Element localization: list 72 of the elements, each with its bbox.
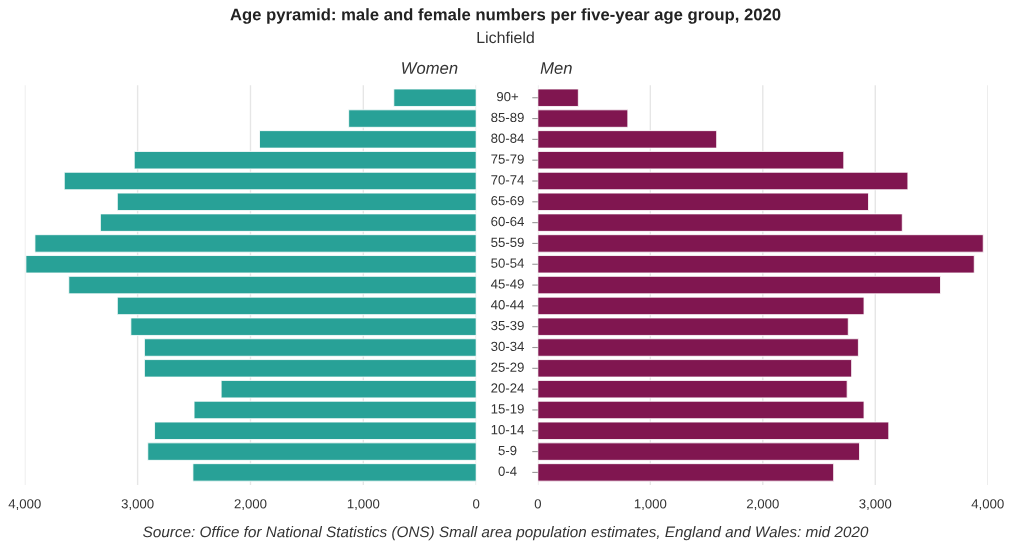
chart-subtitle: Lichfield (477, 31, 534, 44)
bar (133, 151, 477, 170)
bar (537, 171, 909, 191)
bar (192, 463, 477, 482)
bar (537, 338, 859, 357)
y-tick-label: 20-24 (491, 383, 525, 393)
bar (99, 213, 477, 232)
bar (537, 400, 865, 420)
bar (63, 171, 477, 191)
y-tick-label: 80-84 (491, 133, 525, 143)
x-tick-label: 0 (534, 499, 542, 509)
x-tick-label: 2,000 (746, 499, 779, 511)
x-tick-label: 1,000 (347, 499, 380, 511)
bar (537, 317, 849, 336)
series-label: Women (402, 62, 458, 74)
bar (537, 234, 984, 253)
bar (537, 88, 579, 107)
bar (537, 255, 975, 274)
bar (154, 421, 477, 440)
bar (537, 109, 629, 128)
bar (25, 255, 477, 274)
bar (537, 296, 865, 316)
bar (143, 338, 477, 357)
x-tick-label: 3,000 (121, 499, 154, 511)
bar (34, 234, 477, 253)
y-tick-label: 0-4 (498, 466, 517, 476)
y-tick-label: 5-9 (498, 445, 517, 456)
bar (147, 442, 477, 461)
bar (537, 151, 845, 170)
y-tick-label: 40-44 (490, 300, 525, 310)
bar (259, 130, 477, 149)
bar (393, 88, 477, 107)
y-tick-label: 70-74 (491, 175, 525, 185)
x-tick-label: 1,000 (634, 499, 667, 511)
bar (537, 275, 941, 295)
bar (537, 463, 835, 482)
bar (116, 192, 477, 211)
y-tick-label: 85-89 (491, 112, 524, 123)
bar (143, 359, 477, 378)
y-tick-label: 50-54 (491, 258, 525, 268)
bar (537, 421, 890, 440)
y-tick-label: 45-49 (490, 279, 524, 289)
bar (68, 275, 477, 295)
bar (130, 317, 477, 336)
x-tick-label: 3,000 (859, 499, 892, 511)
bar (537, 379, 848, 399)
bar (537, 213, 903, 232)
x-tick-label: 4,000 (971, 499, 1004, 511)
bar (537, 130, 718, 149)
y-tick-label: 75-79 (491, 154, 524, 164)
bar (537, 442, 860, 461)
chart-title: Age pyramid: male and female numbers per five-year age group, 2020 (230, 8, 781, 24)
y-tick-label: 35-39 (491, 320, 524, 331)
bar (348, 109, 477, 128)
bar (193, 400, 477, 420)
y-tick-label: 25-29 (491, 362, 524, 372)
source-note: Source: Office for National Statistics (ONS) Small area population estimates, England and Wales: mid 2020 (143, 526, 869, 541)
bar (116, 296, 477, 316)
y-tick-label: 15-19 (491, 404, 524, 414)
bar (537, 192, 869, 211)
bar (220, 379, 477, 399)
y-tick-label: 30-34 (491, 341, 525, 352)
x-tick-label: 4,000 (8, 499, 41, 511)
y-tick-label: 60-64 (491, 216, 525, 227)
y-tick-label: 90+ (496, 91, 519, 102)
x-tick-label: 2,000 (234, 499, 267, 511)
x-tick-label: 0 (473, 499, 480, 509)
bar (537, 359, 853, 378)
series-label: Men (540, 62, 572, 74)
y-tick-label: 65-69 (491, 196, 524, 206)
y-tick-label: 55-59 (491, 237, 524, 247)
y-tick-label: 10-14 (491, 424, 525, 435)
